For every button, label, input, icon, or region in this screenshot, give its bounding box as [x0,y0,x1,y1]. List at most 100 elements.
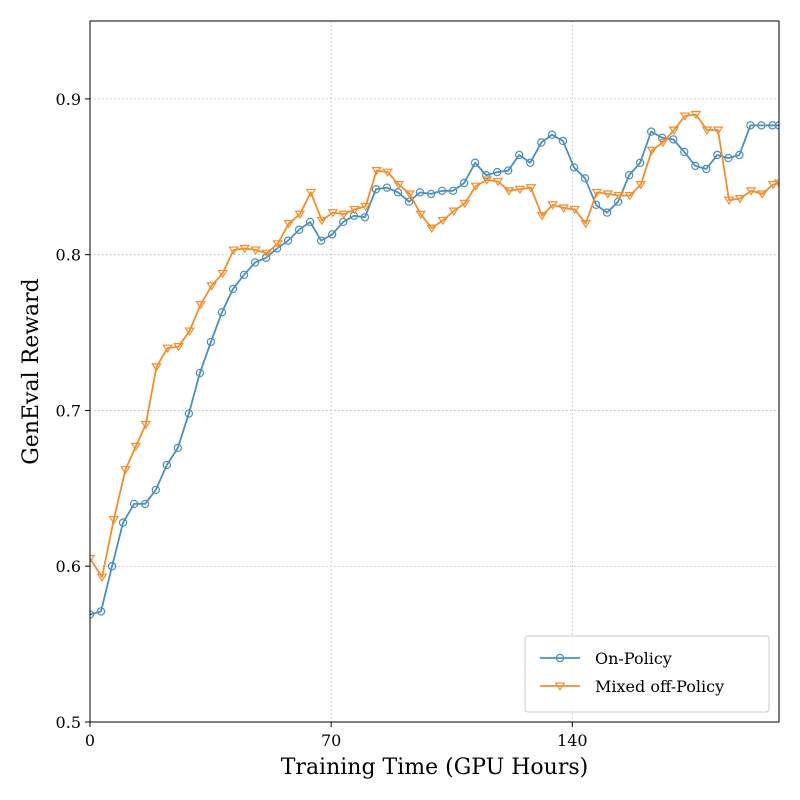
data-point-on-policy [404,197,414,206]
data-point-on-policy [768,121,777,130]
data-point-on-policy [250,258,260,267]
legend-items: On-Policy Mixed off-Policy [540,649,724,696]
data-point-on-policy [569,163,579,172]
data-point-on-policy [558,136,568,146]
data-point-on-policy [646,127,656,136]
data-point-on-policy [459,178,469,188]
data-point-on-policy [757,121,766,130]
data-point-mixed-off-policy [130,442,142,452]
y-tick-label: 0.9 [56,90,81,109]
data-point-mixed-off-policy [437,216,449,226]
data-point-mixed-off-policy [613,191,625,201]
data-point-mixed-off-policy [767,181,779,190]
data-point-on-policy [735,150,744,160]
x-tick-label: 70 [321,731,341,750]
data-point-mixed-off-policy [151,363,162,372]
series-mixed-off-policy [90,110,779,583]
data-point-on-policy [118,518,128,527]
data-point-on-policy [151,485,160,495]
data-point-on-policy [537,138,546,147]
series-line-mixed-off-policy [90,113,779,579]
data-point-on-policy [680,147,689,157]
data-point-mixed-off-policy [602,190,614,199]
data-point-mixed-off-policy [250,246,261,255]
data-point-mixed-off-policy [624,191,636,201]
data-point-mixed-off-policy [90,554,96,564]
data-point-on-policy [140,499,150,509]
data-point-mixed-off-policy [745,187,757,196]
data-point-on-policy [746,121,755,130]
legend-item-mixed-off-policy: Mixed off-Policy [540,677,724,696]
data-point-on-policy [339,217,348,227]
data-point-mixed-off-policy [668,126,680,135]
data-point-on-policy [173,443,183,453]
data-point-mixed-off-policy [723,196,735,206]
data-point-on-policy [702,164,711,174]
data-point-mixed-off-policy [283,219,295,229]
data-point-on-policy [305,217,315,227]
data-point-on-policy [658,133,667,143]
data-point-mixed-off-policy [514,185,526,195]
data-point-mixed-off-policy [470,182,482,192]
data-point-mixed-off-policy [679,112,691,121]
data-point-mixed-off-policy [635,181,647,190]
legend-label: Mixed off-Policy [595,677,724,696]
data-point-on-policy [239,270,249,280]
data-point-on-policy [371,185,381,194]
data-point-mixed-off-policy [327,209,339,218]
data-point-mixed-off-policy [481,176,493,185]
data-point-on-policy [360,213,370,222]
y-tick-label: 0.7 [56,401,81,420]
data-point-mixed-off-policy [316,216,328,226]
data-point-on-policy [624,171,634,180]
data-point-mixed-off-policy [503,187,515,196]
data-point-on-policy [504,166,513,175]
data-point-mixed-off-policy [690,110,702,120]
data-point-on-policy [774,121,779,130]
data-point-on-policy [96,607,106,616]
data-point-mixed-off-policy [426,224,438,234]
data-point-mixed-off-policy [525,184,537,193]
y-axis-title: GenEval Reward [19,278,44,465]
data-point-mixed-off-policy [393,181,404,190]
data-point-mixed-off-policy [734,195,746,204]
data-point-on-policy [602,208,612,217]
data-point-mixed-off-policy [382,168,393,178]
y-tick-label: 0.5 [56,713,81,732]
data-point-on-policy [724,153,733,163]
x-tick-label: 0 [85,731,95,750]
data-point-on-policy [437,186,447,195]
data-point-on-policy [691,161,700,171]
data-point-on-policy [669,135,678,144]
data-point-on-policy [580,174,590,183]
data-point-on-policy [426,189,436,199]
data-point-mixed-off-policy [108,515,120,525]
data-point-on-policy [382,183,392,192]
data-point-mixed-off-policy [657,138,669,148]
data-point-mixed-off-policy [448,207,460,216]
data-point-mixed-off-policy [239,244,250,254]
data-point-mixed-off-policy [261,249,273,259]
x-tick-label: 140 [557,731,588,750]
data-point-mixed-off-policy [591,188,603,198]
data-point-on-policy [327,230,337,239]
data-point-mixed-off-policy [272,240,284,249]
legend-swatch-marker [555,653,565,663]
data-point-mixed-off-policy [371,167,382,176]
data-point-mixed-off-policy [217,269,228,279]
series-line-on-policy [90,124,779,616]
data-point-on-policy [515,150,524,160]
data-point-on-policy [316,236,326,245]
data-point-mixed-off-policy [338,210,350,220]
data-point-mixed-off-policy [349,205,360,215]
data-point-on-policy [162,460,172,470]
data-point-on-policy [294,225,304,234]
data-point-mixed-off-policy [459,199,471,209]
data-point-mixed-off-policy [162,344,173,354]
data-point-mixed-off-policy [712,126,724,135]
data-point-mixed-off-policy [294,210,306,220]
data-point-on-policy [195,368,205,378]
data-point-on-policy [635,158,645,167]
data-point-mixed-off-policy [195,300,206,310]
data-point-mixed-off-policy [96,573,108,583]
